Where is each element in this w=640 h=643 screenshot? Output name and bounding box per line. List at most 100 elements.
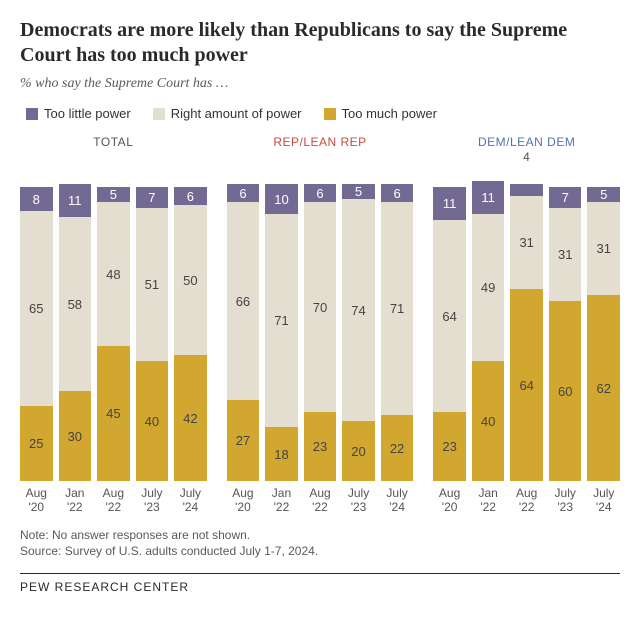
bar-stack: 27666 <box>227 184 260 481</box>
x-axis-label: Aug '20 <box>232 487 253 515</box>
bar-stack: 236411 <box>433 187 466 481</box>
bars-group: 236411Aug '20404911Jan '226431Aug '22603… <box>433 169 620 515</box>
bars-group: 25658Aug '20305811Jan '2245485Aug '22405… <box>20 169 207 515</box>
segment-too_much: 60 <box>549 301 582 481</box>
legend-item: Too much power <box>324 106 437 121</box>
segment-too_much: 42 <box>174 355 207 481</box>
segment-too_little: 6 <box>381 184 414 202</box>
x-axis-label: Jan '22 <box>272 487 291 515</box>
segment-right_amount: 48 <box>97 202 130 346</box>
segment-too_little: 5 <box>587 187 620 202</box>
bar-column: 236411 Aug '20 <box>433 187 466 515</box>
segment-too_much: 18 <box>265 427 298 481</box>
bar-column: 60317 July '23 <box>549 187 582 515</box>
segment-too_much: 40 <box>472 361 505 481</box>
segment-too_little <box>510 184 543 196</box>
bar-column: 22716 July '24 <box>381 184 414 515</box>
segment-too_much: 25 <box>20 406 53 481</box>
x-axis-label: Aug '20 <box>439 487 460 515</box>
bar-stack: 23706 <box>304 184 337 481</box>
bar-column: 6431Aug '22 <box>510 184 543 515</box>
bar-column: 23706 Aug '22 <box>304 184 337 515</box>
segment-too_much: 64 <box>510 289 543 481</box>
x-axis-label: Aug '22 <box>103 487 124 515</box>
segment-right_amount: 71 <box>265 214 298 427</box>
bar-stack: 22716 <box>381 184 414 481</box>
bar-column: 305811 Jan '22 <box>59 184 92 515</box>
legend-label: Too little power <box>44 106 131 121</box>
segment-too_much: 27 <box>227 400 260 481</box>
legend-swatch <box>153 108 165 120</box>
segment-too_little: 6 <box>174 187 207 205</box>
x-axis-label: Jan '22 <box>65 487 84 515</box>
bar-stack: 40517 <box>136 187 169 481</box>
segment-too_much: 22 <box>381 415 414 481</box>
x-axis-label: July '24 <box>386 487 407 515</box>
segment-too_little: 5 <box>97 187 130 202</box>
bar-column: 27666Aug '20 <box>227 184 260 515</box>
segment-too_little: 10 <box>265 184 298 214</box>
legend: Too little power Right amount of power Too… <box>20 106 620 121</box>
segment-too_little: 11 <box>433 187 466 220</box>
chart-panels: TOTAL25658Aug '20305811Jan '2245485Aug '… <box>20 135 620 515</box>
legend-swatch <box>324 108 336 120</box>
segment-right_amount: 65 <box>20 211 53 406</box>
bar-stack: 60317 <box>549 187 582 481</box>
bar-column: 25658Aug '20 <box>20 187 53 515</box>
legend-item: Too little power <box>26 106 131 121</box>
bar-column: 187110 Jan '22 <box>265 184 298 515</box>
panel-title: TOTAL <box>20 135 207 169</box>
bar-stack: 25658 <box>20 187 53 481</box>
segment-too_little: 11 <box>59 184 92 217</box>
chart-subtitle: % who say the Supreme Court has … <box>20 76 620 92</box>
segment-too_little: 7 <box>136 187 169 208</box>
segment-too_much: 23 <box>304 412 337 481</box>
legend-swatch <box>26 108 38 120</box>
segment-too_little: 8 <box>20 187 53 211</box>
bar-stack: 305811 <box>59 184 92 481</box>
bar-stack: 45485 <box>97 187 130 481</box>
segment-right_amount: 66 <box>227 202 260 400</box>
bar-column: 404911 Jan '22 <box>472 181 505 515</box>
segment-too_much: 45 <box>97 346 130 481</box>
x-axis-label: July '23 <box>348 487 369 515</box>
segment-too_little: 6 <box>304 184 337 202</box>
segment-right_amount: 70 <box>304 202 337 412</box>
legend-item: Right amount of power <box>153 106 302 121</box>
panel-title: REP/LEAN REP <box>227 135 414 169</box>
bar-stack: 20745 <box>342 184 375 481</box>
x-axis-label: July '23 <box>555 487 576 515</box>
panel-title: DEM/LEAN DEM4 <box>433 135 620 169</box>
segment-right_amount: 31 <box>587 202 620 295</box>
bar-stack: 404911 <box>472 181 505 481</box>
segment-too_much: 62 <box>587 295 620 481</box>
bar-column: 40517 July '23 <box>136 187 169 515</box>
segment-right_amount: 49 <box>472 214 505 361</box>
x-axis-label: July '23 <box>141 487 162 515</box>
x-axis-label: Aug '22 <box>309 487 330 515</box>
segment-right_amount: 51 <box>136 208 169 361</box>
segment-right_amount: 58 <box>59 217 92 391</box>
source: Source: Survey of U.S. adults conducted … <box>20 543 620 559</box>
footer-attribution: PEW RESEARCH CENTER <box>20 573 620 594</box>
bar-column: 62315July '24 <box>587 187 620 515</box>
bar-stack: 62315 <box>587 187 620 481</box>
segment-too_much: 40 <box>136 361 169 481</box>
x-axis-label: July '24 <box>180 487 201 515</box>
bars-group: 27666Aug '20187110Jan '2223706Aug '22207… <box>227 169 414 515</box>
segment-too_little: 6 <box>227 184 260 202</box>
segment-too_little: 11 <box>472 181 505 214</box>
segment-too_little: 5 <box>342 184 375 199</box>
bar-column: 45485 Aug '22 <box>97 187 130 515</box>
panel-rep: REP/LEAN REP27666Aug '20187110Jan '22237… <box>227 135 414 515</box>
segment-right_amount: 50 <box>174 205 207 355</box>
bar-stack: 187110 <box>265 184 298 481</box>
segment-too_much: 23 <box>433 412 466 481</box>
segment-too_much: 20 <box>342 421 375 481</box>
panel-dem: DEM/LEAN DEM4236411Aug '20404911Jan '226… <box>433 135 620 515</box>
segment-right_amount: 74 <box>342 199 375 421</box>
bar-column: 42506 July '24 <box>174 187 207 515</box>
segment-right_amount: 71 <box>381 202 414 415</box>
x-axis-label: Aug '22 <box>516 487 537 515</box>
x-axis-label: Jan '22 <box>478 487 497 515</box>
